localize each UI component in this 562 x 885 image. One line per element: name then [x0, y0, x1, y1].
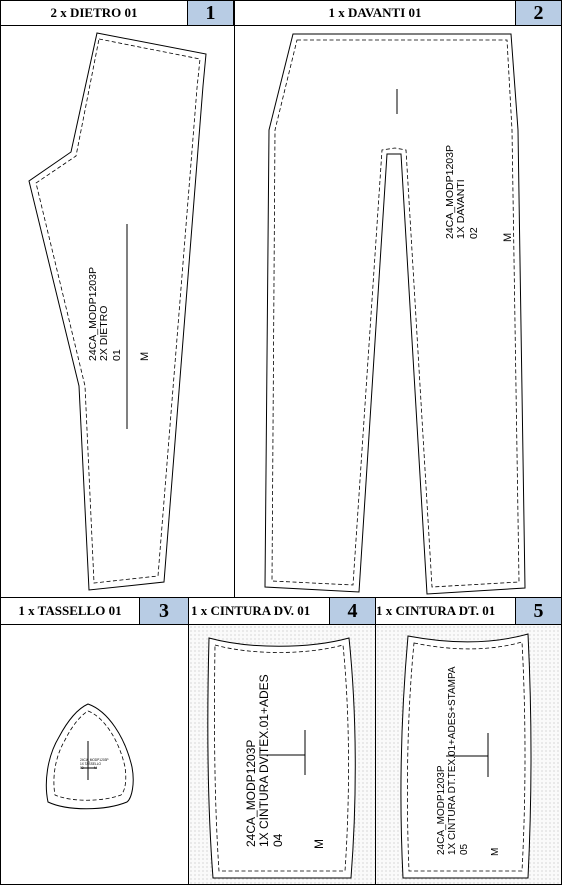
- piece-3-panel: 24CA_MODP1203P 1X TASSELLO 03 M: [0, 624, 189, 885]
- piece-4-size: M: [312, 839, 326, 849]
- piece-2-panel: 24CA_MODP1203P 1X DAVANTI 02 M: [234, 25, 562, 598]
- piece-3-index: 03: [80, 766, 84, 770]
- piece-5-size: M: [490, 848, 501, 856]
- cintura-dv-pattern-shape: 24CA_MODP1203P 1X CINTURA DV.TEX.01+ADES…: [207, 637, 356, 879]
- piece-4-panel: 24CA_MODP1203P 1X CINTURA DV.TEX.01+ADES…: [188, 624, 376, 885]
- piece-4-code: 24CA_MODP1203P: [244, 740, 258, 847]
- piece-5-title: 1 x CINTURA DT. 01: [375, 597, 516, 625]
- piece-3-number: 3: [139, 597, 189, 625]
- piece-5-index: 05: [459, 843, 470, 855]
- piece-2-index: 02: [468, 227, 480, 239]
- piece-3-size: M: [94, 766, 97, 770]
- piece-4-index: 04: [271, 833, 285, 847]
- piece-1-number: 1: [187, 0, 234, 26]
- piece-1-code: 24CA_MODP1203P: [87, 267, 99, 361]
- piece-5-desc: 1X CINTURA DT.TEX.01+ADES+STAMPA: [447, 666, 458, 855]
- piece-1-index: 01: [111, 349, 123, 361]
- piece-2-desc: 1X DAVANTI: [455, 179, 467, 239]
- piece-3-title: 1 x TASSELLO 01: [0, 597, 140, 625]
- piece-5-number: 5: [515, 597, 562, 625]
- piece-1-size: M: [139, 352, 151, 361]
- cintura-dt-pattern-shape: 24CA_MODP1203P 1X CINTURA DT.TEX.01+ADES…: [400, 633, 532, 879]
- piece-1-title: 2 x DIETRO 01: [0, 0, 188, 26]
- piece-4-number: 4: [329, 597, 376, 625]
- piece-3-code: 24CA_MODP1203P: [80, 758, 109, 762]
- piece-2-number: 2: [515, 0, 562, 26]
- piece-2-size: M: [502, 233, 514, 242]
- dietro-pattern-shape: 24CA_MODP1203P 2X DIETRO 01 M: [28, 32, 207, 591]
- piece-3-desc: 1X TASSELLO: [80, 762, 101, 766]
- tassello-pattern-shape: 24CA_MODP1203P 1X TASSELLO 03 M: [45, 703, 134, 810]
- piece-1-panel: 24CA_MODP1203P 2X DIETRO 01 M: [0, 25, 235, 598]
- piece-4-desc: 1X CINTURA DV.TEX.01+ADES: [257, 674, 271, 847]
- piece-1-desc: 2X DIETRO: [98, 306, 110, 361]
- piece-5-code: 24CA_MODP1203P: [436, 765, 447, 855]
- piece-2-code: 24CA_MODP1203P: [444, 145, 456, 239]
- piece-4-title: 1 x CINTURA DV. 01: [188, 597, 330, 625]
- piece-2-title: 1 x DAVANTI 01: [234, 0, 516, 26]
- davanti-pattern-shape: 24CA_MODP1203P 1X DAVANTI 02 M: [264, 33, 526, 595]
- piece-5-panel: 24CA_MODP1203P 1X CINTURA DT.TEX.01+ADES…: [375, 624, 562, 885]
